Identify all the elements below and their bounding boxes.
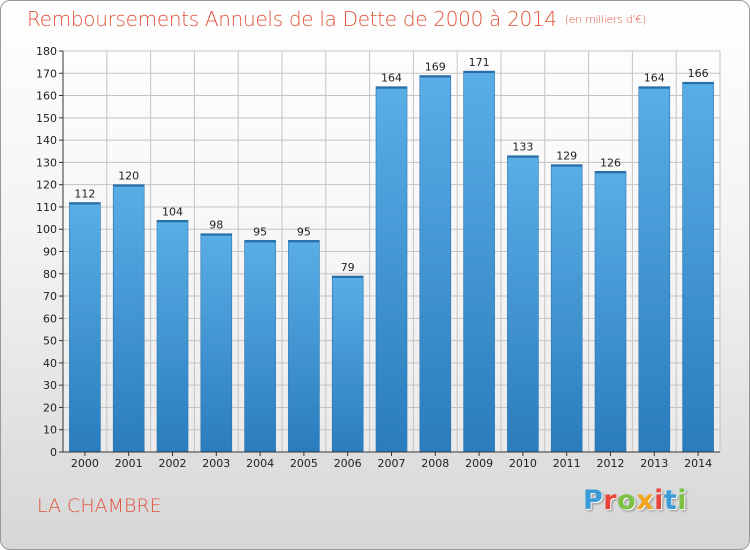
bar-2013	[638, 86, 671, 453]
bars	[69, 70, 714, 453]
x-tick-label: 2002	[159, 457, 187, 470]
x-tick-label: 2009	[465, 457, 493, 470]
bar-value-label: 133	[512, 141, 533, 154]
bar-top-edge	[332, 276, 364, 279]
bar-value-label: 129	[556, 150, 577, 163]
chart-title: Remboursements Annuels de la Dette de 20…	[27, 7, 646, 31]
y-tick-label: 20	[43, 401, 57, 414]
logo-letter: t	[663, 485, 678, 516]
y-tick-label: 100	[36, 223, 57, 236]
bar-value-label: 95	[297, 225, 311, 238]
y-tick-label: 50	[43, 335, 57, 348]
bar-value-label: 164	[381, 72, 402, 85]
bar-top-edge	[682, 82, 714, 85]
y-tick-label: 120	[36, 179, 57, 192]
y-tick-label: 70	[43, 290, 57, 303]
y-tick-label: 160	[36, 90, 57, 103]
bar-2008	[419, 75, 452, 453]
chart-title-text: Remboursements Annuels de la Dette de 20…	[27, 7, 557, 31]
bar-2004	[244, 240, 276, 453]
bar-value-label: 120	[118, 170, 139, 183]
y-tick-label: 30	[43, 379, 57, 392]
bar-value-label: 95	[253, 225, 267, 238]
logo-letter: x	[636, 485, 655, 516]
x-tick-label: 2004	[246, 457, 274, 470]
x-tick-label: 2003	[202, 457, 230, 470]
axes	[59, 50, 720, 456]
commune-name: LA CHAMBRE	[37, 495, 162, 517]
y-tick-label: 110	[36, 201, 57, 214]
logo-letter: o	[617, 485, 637, 516]
bar-2012	[594, 171, 627, 453]
x-tick-label: 2007	[378, 457, 406, 470]
bar-2001	[112, 184, 145, 453]
bar-top-edge	[69, 202, 101, 205]
bar-value-label: 171	[469, 56, 490, 69]
bar-2014	[682, 81, 714, 453]
bar-2005	[288, 240, 320, 453]
y-tick-label: 80	[43, 268, 57, 281]
bar-top-edge	[419, 75, 451, 78]
logo-letter: i	[654, 485, 664, 516]
x-tick-label: 2000	[71, 457, 99, 470]
bar-top-edge	[638, 86, 670, 89]
bar-top-edge	[288, 240, 320, 243]
y-tick-label: 0	[50, 446, 57, 459]
bar-top-edge	[551, 164, 583, 167]
bar-2000	[69, 202, 101, 453]
bar-value-label: 98	[209, 219, 223, 232]
y-tick-label: 40	[43, 357, 57, 370]
bar-value-label: 79	[341, 261, 355, 274]
bar-top-edge	[376, 86, 407, 89]
bar-2011	[550, 164, 583, 453]
bar-2010	[507, 155, 539, 453]
proxiti-logo: Proxiti	[583, 485, 687, 516]
y-tick-label: 170	[36, 67, 57, 80]
bar-top-edge	[463, 71, 495, 74]
y-tick-label: 150	[36, 112, 57, 125]
bar-top-edge	[507, 155, 539, 158]
logo-letter: i	[677, 485, 688, 516]
bar-2003	[200, 233, 233, 453]
x-tick-label: 2012	[597, 457, 625, 470]
bar-top-edge	[595, 171, 626, 174]
x-tick-label: 2005	[290, 457, 318, 470]
bar-2007	[375, 86, 408, 453]
logo-letter: P	[583, 485, 604, 516]
bar-value-label: 112	[74, 187, 95, 200]
labels: 0 10 20 30 40 50 60 70 80 90 100 110 120 130 140 150 160…	[36, 45, 712, 470]
x-tick-label: 2013	[640, 457, 668, 470]
x-tick-label: 2014	[684, 457, 712, 470]
x-tick-label: 2010	[509, 457, 537, 470]
bar-value-label: 166	[688, 67, 709, 80]
bar-2006	[331, 275, 364, 453]
bar-value-label: 164	[644, 72, 665, 85]
bar-top-edge	[157, 220, 188, 223]
y-tick-label: 140	[36, 134, 57, 147]
x-tick-label: 2006	[334, 457, 362, 470]
x-tick-label: 2008	[421, 457, 449, 470]
bar-top-edge	[200, 233, 232, 236]
y-tick-label: 10	[43, 424, 57, 437]
bar-top-edge	[113, 184, 145, 187]
bar-2009	[463, 70, 495, 453]
y-tick-label: 90	[43, 246, 57, 259]
bar-value-label: 104	[162, 205, 183, 218]
x-tick-label: 2001	[115, 457, 143, 470]
y-tick-label: 130	[36, 156, 57, 169]
bar-value-label: 126	[600, 156, 621, 169]
logo-letter: r	[603, 485, 618, 516]
y-tick-label: 180	[36, 45, 57, 58]
x-tick-label: 2011	[553, 457, 581, 470]
bar-2002	[156, 220, 189, 453]
y-tick-label: 60	[43, 312, 57, 325]
bar-top-edge	[244, 240, 276, 243]
bar-value-label: 169	[425, 61, 446, 74]
chart-subtitle: (en milliers d'€)	[564, 13, 646, 26]
